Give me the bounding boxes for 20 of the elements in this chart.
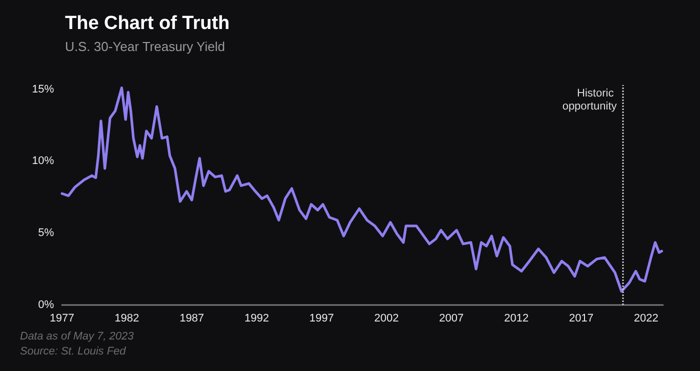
x-tick-label: 1992 xyxy=(244,312,269,324)
chart-subtitle: U.S. 30-Year Treasury Yield xyxy=(65,39,225,54)
x-tick-label: 1977 xyxy=(50,312,74,324)
x-tick-label: 2022 xyxy=(634,312,658,324)
x-tick-label: 2002 xyxy=(374,312,399,324)
y-tick-label: 10% xyxy=(32,155,54,168)
text: Data as of May 7, 2023 xyxy=(20,330,135,342)
x-tick-label: 1982 xyxy=(114,312,140,324)
x-tick-label: 1987 xyxy=(180,312,204,324)
x-tick-label: 1997 xyxy=(309,312,334,324)
chart-title: The Chart of Truth xyxy=(65,13,230,34)
x-tick-label: 2012 xyxy=(504,312,529,324)
y-tick-label: 0% xyxy=(38,299,54,311)
y-tick-label: 5% xyxy=(38,227,54,240)
x-tick-label: 2007 xyxy=(439,312,464,324)
x-tick-label: 2017 xyxy=(568,312,594,324)
line-series xyxy=(60,86,663,293)
y-tick-label: 15% xyxy=(32,83,54,96)
ref-line-label: Historic opportunity xyxy=(562,88,618,112)
source-note: Source: St. Louis Fed xyxy=(20,346,127,358)
